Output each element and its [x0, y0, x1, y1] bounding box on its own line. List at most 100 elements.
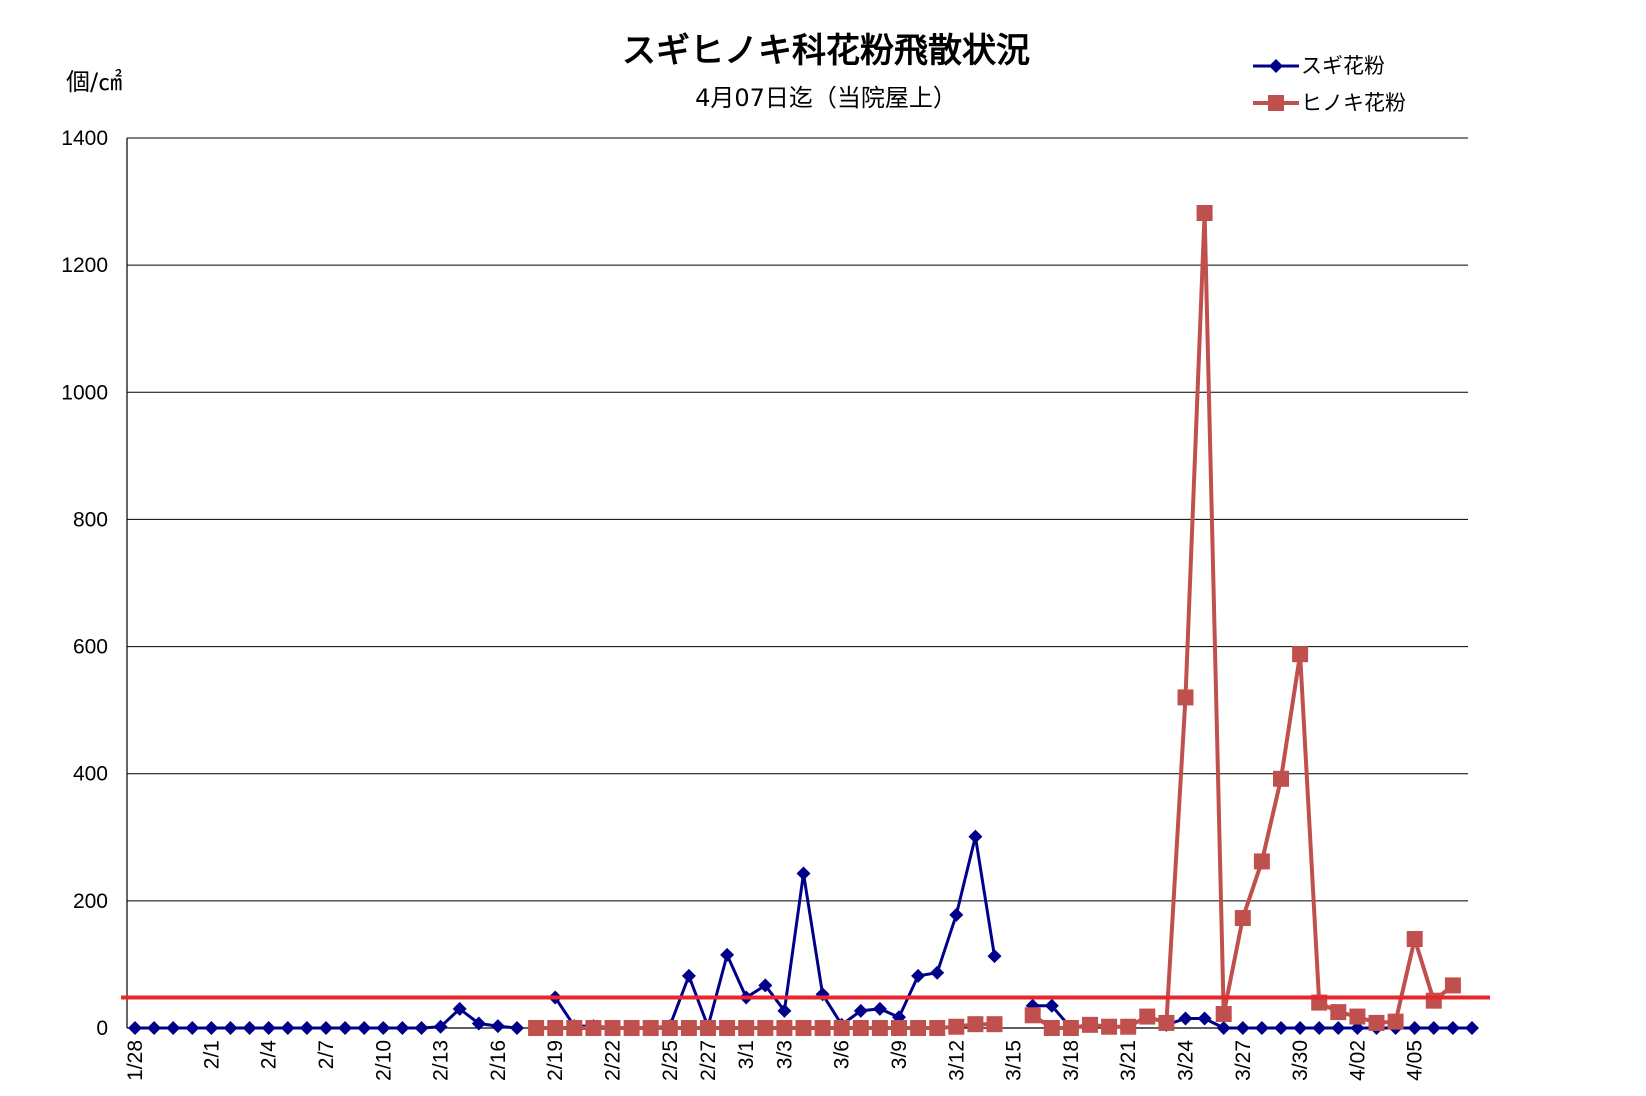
legend: スギ花粉 ヒノキ花粉 — [1253, 54, 1406, 115]
x-tick-label-1-28: 1/28 — [124, 1040, 147, 1081]
legend-hinoki-label: ヒノキ花粉 — [1301, 91, 1406, 115]
legend-sugi-label: スギ花粉 — [1301, 54, 1385, 78]
point-hinoki-57 — [1215, 1006, 1232, 1023]
point-hinoki-36 — [814, 1020, 831, 1036]
point-hinoki-25 — [604, 1020, 621, 1036]
point-sugi-0 — [128, 1021, 142, 1035]
chart-title: スギヒノキ科花粉飛散状況 — [622, 31, 1030, 71]
point-sugi-13 — [376, 1021, 391, 1035]
point-sugi-67 — [1407, 1021, 1422, 1035]
point-sugi-34 — [777, 1003, 792, 1018]
point-sugi-56 — [1197, 1011, 1212, 1026]
x-tick-label-2-19: 2/19 — [544, 1040, 567, 1081]
x-tick-label-4-02: 4/02 — [1346, 1040, 1369, 1081]
x-tick-label-3-1: 3/1 — [735, 1040, 758, 1069]
legend-sugi-diamond-icon — [1269, 59, 1283, 73]
point-hinoki-63 — [1330, 1004, 1347, 1021]
point-sugi-44 — [968, 829, 983, 844]
x-tick-label-3-30: 3/30 — [1289, 1040, 1312, 1081]
point-sugi-68 — [1426, 1021, 1441, 1035]
x-tick-label-4-05: 4/05 — [1404, 1040, 1427, 1081]
point-hinoki-24 — [585, 1020, 602, 1036]
point-sugi-31 — [720, 947, 735, 962]
point-hinoki-55 — [1177, 689, 1194, 706]
legend-hinoki-square-icon — [1268, 95, 1284, 111]
point-sugi-5 — [223, 1021, 238, 1035]
point-hinoki-53 — [1139, 1008, 1156, 1025]
x-tick-label-2-7: 2/7 — [315, 1040, 338, 1069]
point-sugi-55 — [1178, 1011, 1193, 1026]
point-sugi-62 — [1312, 1021, 1327, 1035]
point-hinoki-43 — [948, 1018, 965, 1035]
point-hinoki-27 — [642, 1020, 659, 1036]
point-hinoki-58 — [1234, 910, 1251, 927]
point-hinoki-23 — [566, 1020, 583, 1036]
point-sugi-18 — [471, 1016, 486, 1031]
y-tick-label-0: 0 — [96, 1017, 108, 1040]
x-tick-label-2-27: 2/27 — [697, 1040, 720, 1081]
point-hinoki-66 — [1387, 1013, 1404, 1030]
point-hinoki-28 — [661, 1020, 678, 1036]
point-hinoki-41 — [910, 1020, 927, 1036]
point-hinoki-67 — [1406, 931, 1423, 947]
x-tick-label-3-6: 3/6 — [831, 1040, 854, 1069]
point-sugi-59 — [1254, 1021, 1269, 1035]
point-hinoki-64 — [1349, 1008, 1366, 1025]
point-sugi-6 — [242, 1021, 257, 1035]
x-tick-label-3-9: 3/9 — [888, 1040, 911, 1069]
point-sugi-11 — [338, 1021, 353, 1035]
point-hinoki-35 — [795, 1020, 812, 1036]
point-sugi-16 — [433, 1019, 448, 1034]
point-hinoki-54 — [1158, 1014, 1175, 1031]
point-sugi-10 — [319, 1021, 333, 1035]
point-hinoki-47 — [1024, 1007, 1041, 1024]
point-sugi-48 — [1044, 998, 1059, 1013]
y-tick-label-400: 400 — [73, 763, 108, 786]
point-sugi-14 — [395, 1021, 410, 1035]
x-tick-label-3-24: 3/24 — [1175, 1040, 1198, 1081]
series-sugi — [128, 829, 1479, 1035]
point-hinoki-60 — [1273, 770, 1289, 787]
point-sugi-43 — [949, 907, 964, 922]
point-hinoki-38 — [852, 1020, 869, 1036]
point-hinoki-50 — [1082, 1016, 1098, 1033]
point-hinoki-45 — [986, 1016, 1003, 1033]
point-sugi-70 — [1465, 1021, 1479, 1035]
x-tick-label-2-22: 2/22 — [602, 1040, 625, 1081]
point-sugi-9 — [299, 1021, 314, 1035]
y-tick-label-800: 800 — [73, 508, 108, 531]
point-hinoki-26 — [623, 1020, 640, 1036]
point-hinoki-22 — [547, 1020, 564, 1036]
point-sugi-1 — [147, 1021, 162, 1035]
point-hinoki-42 — [929, 1020, 946, 1036]
point-sugi-19 — [490, 1019, 505, 1034]
point-sugi-69 — [1445, 1021, 1460, 1035]
x-tick-label-3-3: 3/3 — [773, 1040, 796, 1069]
point-hinoki-37 — [833, 1020, 850, 1036]
point-hinoki-32 — [738, 1020, 755, 1036]
series-hinoki — [528, 205, 1461, 1036]
point-hinoki-29 — [680, 1020, 697, 1036]
point-sugi-29 — [681, 968, 696, 983]
point-hinoki-68 — [1425, 992, 1442, 1009]
point-sugi-38 — [853, 1003, 868, 1018]
x-tick-label-2-13: 2/13 — [430, 1040, 453, 1081]
y-tick-label-1400: 1400 — [61, 127, 108, 150]
point-sugi-57 — [1216, 1021, 1231, 1035]
x-tick-label-2-25: 2/25 — [659, 1040, 682, 1081]
point-sugi-58 — [1235, 1021, 1250, 1035]
point-hinoki-49 — [1062, 1020, 1079, 1036]
point-sugi-7 — [261, 1021, 276, 1035]
x-tick-label-2-1: 2/1 — [200, 1040, 223, 1069]
point-sugi-45 — [987, 949, 1002, 964]
point-sugi-63 — [1331, 1021, 1346, 1035]
x-tick-label-3-15: 3/15 — [1003, 1040, 1026, 1081]
point-hinoki-59 — [1253, 853, 1270, 870]
x-tick-label-2-4: 2/4 — [258, 1040, 281, 1070]
x-tick-label-3-27: 3/27 — [1232, 1040, 1255, 1081]
point-sugi-61 — [1293, 1021, 1308, 1035]
point-hinoki-69 — [1444, 977, 1461, 994]
point-hinoki-40 — [891, 1020, 907, 1036]
point-hinoki-33 — [757, 1020, 774, 1036]
